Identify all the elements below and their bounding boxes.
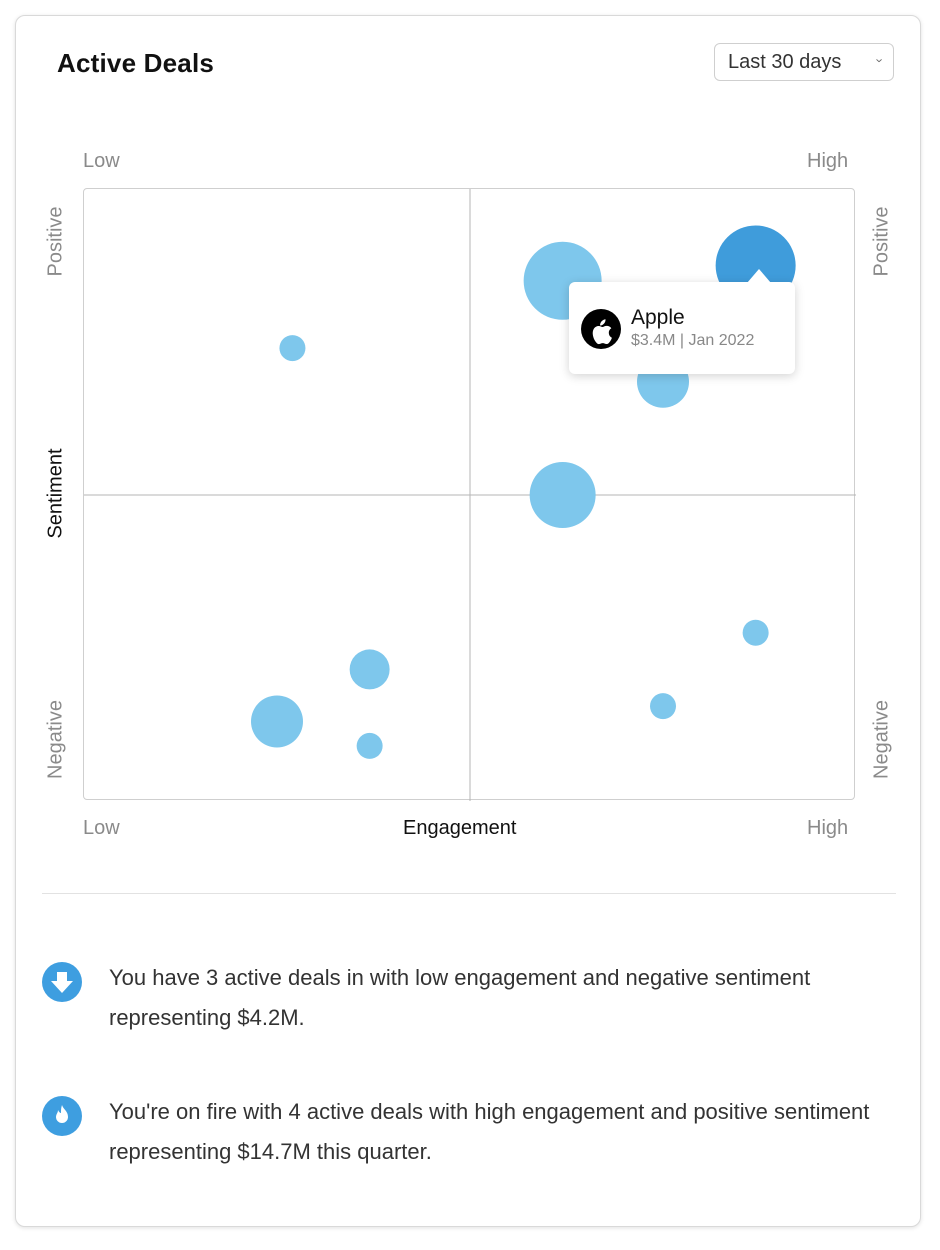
fire-icon	[42, 1096, 82, 1136]
date-range-dropdown[interactable]: Last 30 days ›	[714, 43, 894, 81]
deal-bubble[interactable]	[529, 462, 596, 528]
x-low-label-top: Low	[83, 150, 120, 172]
sentiment-engagement-plot	[83, 188, 856, 801]
insight-text: You have 3 active deals in with low enga…	[109, 965, 811, 1030]
deal-bubble[interactable]	[742, 619, 769, 646]
y-negative-label-right: Negative	[870, 700, 893, 779]
deal-bubble[interactable]	[356, 732, 383, 759]
deal-bubble[interactable]	[279, 335, 306, 362]
x-axis-title: Engagement	[403, 817, 517, 839]
deal-bubble[interactable]	[349, 649, 390, 690]
plot-svg	[84, 189, 856, 801]
deal-tooltip: Apple $3.4M | Jan 2022	[569, 269, 795, 374]
y-positive-label-left: Positive	[44, 206, 67, 277]
card-title: Active Deals	[57, 48, 215, 78]
y-negative-label-left: Negative	[44, 700, 67, 779]
y-positive-label-right: Positive	[870, 206, 893, 277]
x-high-label-top: High	[807, 150, 849, 172]
insight-text: You're on fire with 4 active deals with …	[109, 1099, 870, 1164]
deal-bubble[interactable]	[650, 693, 676, 720]
chevron-down-icon: ›	[872, 58, 888, 63]
section-divider	[42, 893, 896, 894]
tooltip-deal-detail: $3.4M | Jan 2022	[631, 332, 755, 349]
arrow-down-icon	[42, 962, 82, 1002]
tooltip-caret	[747, 269, 771, 283]
deal-bubble[interactable]	[251, 695, 303, 748]
date-range-value: Last 30 days	[728, 50, 842, 73]
apple-logo-icon	[581, 309, 621, 349]
y-axis-title: Sentiment	[44, 448, 67, 539]
x-low-label-bottom: Low	[83, 817, 120, 839]
x-high-label-bottom: High	[807, 817, 849, 839]
tooltip-company-name: Apple	[631, 306, 685, 329]
